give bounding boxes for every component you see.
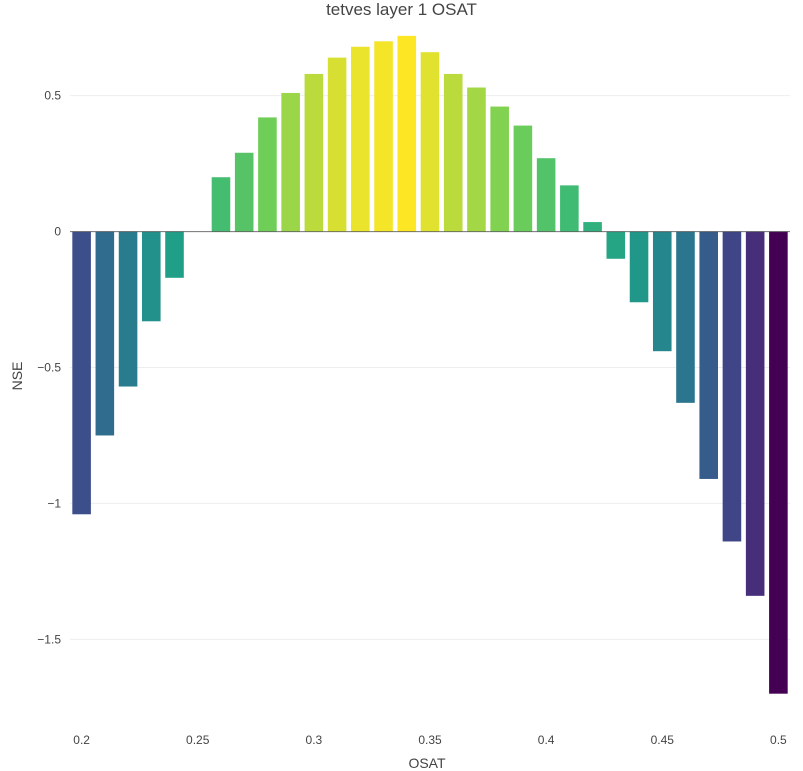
y-tick-label: −1.5 bbox=[37, 632, 61, 646]
x-tick-label: 0.25 bbox=[186, 733, 210, 747]
bar[interactable] bbox=[95, 231, 115, 436]
bar[interactable] bbox=[676, 231, 695, 403]
bar[interactable] bbox=[304, 73, 324, 232]
bar[interactable] bbox=[513, 125, 533, 232]
x-tick-label: 0.4 bbox=[538, 733, 555, 747]
bar[interactable] bbox=[165, 231, 184, 278]
bar[interactable] bbox=[606, 231, 626, 259]
bar[interactable] bbox=[560, 185, 579, 232]
bar[interactable] bbox=[374, 41, 393, 232]
y-tick-label: −1 bbox=[47, 496, 61, 510]
bars bbox=[72, 35, 788, 694]
bar[interactable] bbox=[258, 117, 277, 232]
bar[interactable] bbox=[536, 158, 556, 232]
x-tick-labels: 0.2 0.25 0.3 0.35 0.4 0.45 0.5 bbox=[73, 733, 787, 747]
bar[interactable] bbox=[583, 222, 602, 232]
y-tick-label: 0.5 bbox=[44, 89, 61, 103]
bar[interactable] bbox=[211, 177, 231, 232]
chart-title: tetves layer 1 OSAT bbox=[326, 0, 477, 19]
bar[interactable] bbox=[397, 35, 417, 232]
x-axis-title: OSAT bbox=[408, 755, 446, 771]
y-tick-label: 0 bbox=[54, 225, 61, 239]
bar[interactable] bbox=[722, 231, 742, 542]
bar[interactable] bbox=[327, 57, 347, 232]
bar[interactable] bbox=[142, 231, 161, 322]
bar[interactable] bbox=[629, 231, 649, 303]
bar[interactable] bbox=[490, 106, 509, 232]
bar[interactable] bbox=[234, 152, 254, 232]
bar[interactable] bbox=[281, 92, 300, 232]
bar[interactable] bbox=[699, 231, 718, 479]
bar[interactable] bbox=[652, 231, 672, 352]
x-tick-label: 0.3 bbox=[306, 733, 323, 747]
y-tick-label: −0.5 bbox=[37, 361, 61, 375]
x-tick-label: 0.5 bbox=[770, 733, 787, 747]
x-tick-label: 0.35 bbox=[418, 733, 442, 747]
bar[interactable] bbox=[118, 231, 138, 387]
bar[interactable] bbox=[351, 46, 370, 232]
bar[interactable] bbox=[72, 231, 91, 515]
bar[interactable] bbox=[769, 231, 788, 694]
bar[interactable] bbox=[420, 52, 440, 232]
bar[interactable] bbox=[745, 231, 765, 596]
x-tick-label: 0.2 bbox=[73, 733, 90, 747]
x-tick-label: 0.45 bbox=[651, 733, 675, 747]
bar[interactable] bbox=[443, 73, 463, 232]
y-tick-labels: 0.5 0 −0.5 −1 −1.5 bbox=[37, 89, 61, 647]
y-axis-title: NSE bbox=[9, 362, 25, 391]
bar[interactable] bbox=[467, 87, 486, 232]
